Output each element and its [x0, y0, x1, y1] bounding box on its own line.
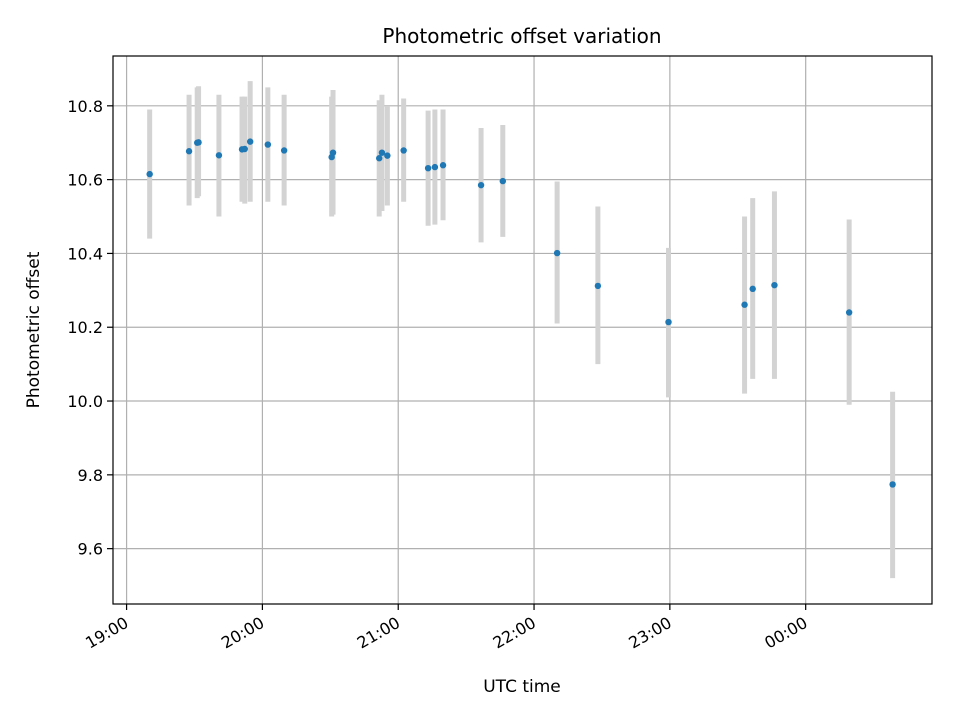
data-point [384, 152, 391, 159]
data-point [378, 149, 386, 156]
y-axis-label: Photometric offset [24, 251, 44, 408]
data-point [477, 181, 485, 189]
data-point [594, 282, 602, 290]
data-point [185, 148, 193, 155]
data-point [146, 170, 153, 178]
data-points [146, 138, 896, 488]
data-point [424, 164, 432, 172]
data-point [280, 147, 288, 154]
y-axis-ticks: 9.6 9.8 10.0 10.2 10.4 10.6 10.8 [67, 97, 113, 559]
data-point [741, 301, 748, 308]
data-point [215, 152, 223, 159]
data-point [845, 309, 853, 316]
data-point [553, 249, 561, 257]
x-axis-label: UTC time [483, 677, 561, 697]
data-point [439, 162, 447, 169]
data-point [376, 155, 383, 162]
y-tick-label: 9.8 [78, 466, 103, 485]
data-point [246, 138, 254, 145]
data-point [264, 141, 272, 148]
data-point [195, 139, 202, 146]
chart-title: Photometric offset variation [382, 24, 661, 48]
data-point [771, 281, 778, 289]
data-point [665, 318, 672, 326]
y-tick-label: 10.4 [67, 244, 103, 263]
plot-frame [112, 55, 933, 605]
y-tick-label: 10.0 [67, 392, 103, 411]
data-point [400, 147, 407, 154]
y-tick-label: 10.8 [67, 97, 103, 116]
data-point [431, 163, 439, 171]
data-point [329, 149, 337, 156]
y-tick-label: 10.6 [67, 171, 103, 190]
y-tick-label: 10.2 [67, 318, 103, 337]
data-point [499, 177, 507, 185]
data-point [889, 481, 896, 488]
y-tick-label: 9.6 [78, 540, 103, 559]
data-point [241, 145, 248, 153]
data-point [749, 285, 756, 293]
